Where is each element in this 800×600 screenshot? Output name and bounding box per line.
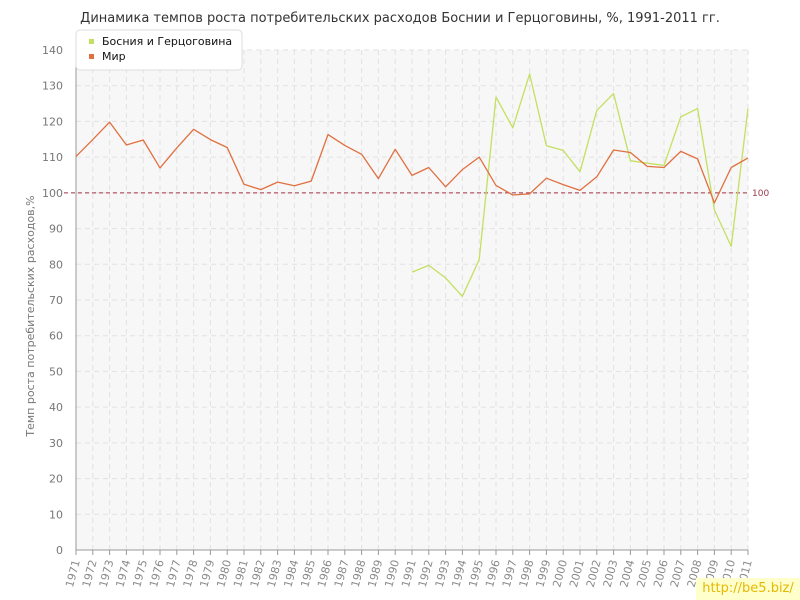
- data-point: [512, 194, 514, 196]
- data-point: [495, 184, 497, 186]
- data-point: [596, 109, 598, 111]
- data-point: [142, 139, 144, 141]
- data-point: [461, 168, 463, 170]
- data-point: [125, 144, 127, 146]
- data-point: [579, 171, 581, 173]
- data-point: [629, 160, 631, 162]
- data-point: [377, 177, 379, 179]
- y-tick-label: 120: [42, 115, 63, 128]
- data-point: [562, 183, 564, 185]
- data-point: [747, 157, 749, 159]
- data-point: [159, 167, 161, 169]
- data-point: [260, 188, 262, 190]
- data-point: [344, 144, 346, 146]
- data-point: [293, 185, 295, 187]
- y-axis-title: Темп роста потребительских расходов,%: [24, 195, 37, 437]
- axes: [75, 50, 749, 555]
- data-point: [562, 149, 564, 151]
- y-tick-label: 130: [42, 80, 63, 93]
- data-point: [528, 193, 530, 195]
- y-tick-labels: 0 10 20 30 40 50 60 70 80 90 100 110 120 130 140: [42, 44, 63, 557]
- data-point: [545, 177, 547, 179]
- data-point: [209, 138, 211, 140]
- grid-lines: [75, 49, 749, 551]
- data-point: [596, 176, 598, 178]
- data-point: [663, 166, 665, 168]
- data-point: [680, 116, 682, 118]
- data-point: [680, 150, 682, 152]
- y-tick-label: 80: [49, 258, 63, 271]
- data-point: [360, 153, 362, 155]
- data-point: [428, 166, 430, 168]
- data-point: [713, 202, 715, 204]
- x-tick-labels: 1971197219731974197519761977197819791980…: [63, 558, 755, 588]
- data-point: [327, 133, 329, 135]
- y-tick-label: 40: [49, 401, 63, 414]
- y-tick-label: 70: [49, 294, 63, 307]
- data-point: [75, 155, 77, 157]
- data-point: [411, 271, 413, 273]
- data-point: [696, 107, 698, 109]
- y-tick-label: 140: [42, 44, 63, 57]
- legend-label: Мир: [102, 50, 126, 63]
- reference-line-group: 100: [64, 189, 769, 199]
- data-point: [478, 156, 480, 158]
- y-tick-label: 100: [42, 187, 63, 200]
- data-point: [428, 264, 430, 266]
- data-point: [646, 162, 648, 164]
- reference-line-label: 100: [752, 189, 769, 199]
- legend-box: [75, 29, 243, 71]
- y-tick-label: 50: [49, 365, 63, 378]
- data-point: [495, 96, 497, 98]
- data-point: [226, 146, 228, 148]
- y-tick-label: 30: [49, 437, 63, 450]
- y-tick-label: 60: [49, 330, 63, 343]
- y-tick-label: 20: [49, 473, 63, 486]
- data-point: [730, 245, 732, 247]
- data-point: [394, 148, 396, 150]
- data-point: [461, 295, 463, 297]
- data-point: [612, 92, 614, 94]
- y-tick-label: 90: [49, 223, 63, 236]
- legend-marker: [89, 39, 94, 44]
- data-point: [646, 165, 648, 167]
- legend[interactable]: Босния и Герцоговина Мир: [75, 29, 243, 71]
- series-line-1: [411, 73, 749, 298]
- series-line-2: [75, 121, 749, 204]
- series-lines: [75, 73, 749, 298]
- legend-label: Босния и Герцоговина: [102, 35, 232, 48]
- data-point: [512, 127, 514, 129]
- data-point: [713, 209, 715, 211]
- data-point: [276, 181, 278, 183]
- data-point: [411, 174, 413, 176]
- data-point: [696, 158, 698, 160]
- chart-title: Динамика темпов роста потребительских ра…: [80, 11, 720, 26]
- data-point: [444, 186, 446, 188]
- data-point: [528, 73, 530, 75]
- data-point: [176, 147, 178, 149]
- data-point: [192, 128, 194, 130]
- y-tick-label: 0: [56, 544, 63, 557]
- data-point: [310, 180, 312, 182]
- watermark[interactable]: http://be5.biz/: [696, 578, 800, 600]
- data-point: [478, 258, 480, 260]
- y-tick-label: 10: [49, 508, 63, 521]
- data-point: [730, 166, 732, 168]
- y-tick-label: 110: [42, 151, 63, 164]
- data-point: [243, 183, 245, 185]
- data-point: [92, 138, 94, 140]
- legend-marker: [89, 54, 94, 59]
- data-point: [612, 149, 614, 151]
- data-point: [545, 145, 547, 147]
- data-point: [108, 121, 110, 123]
- data-point: [629, 151, 631, 153]
- data-point: [444, 277, 446, 279]
- data-point: [579, 189, 581, 191]
- data-point: [747, 107, 749, 109]
